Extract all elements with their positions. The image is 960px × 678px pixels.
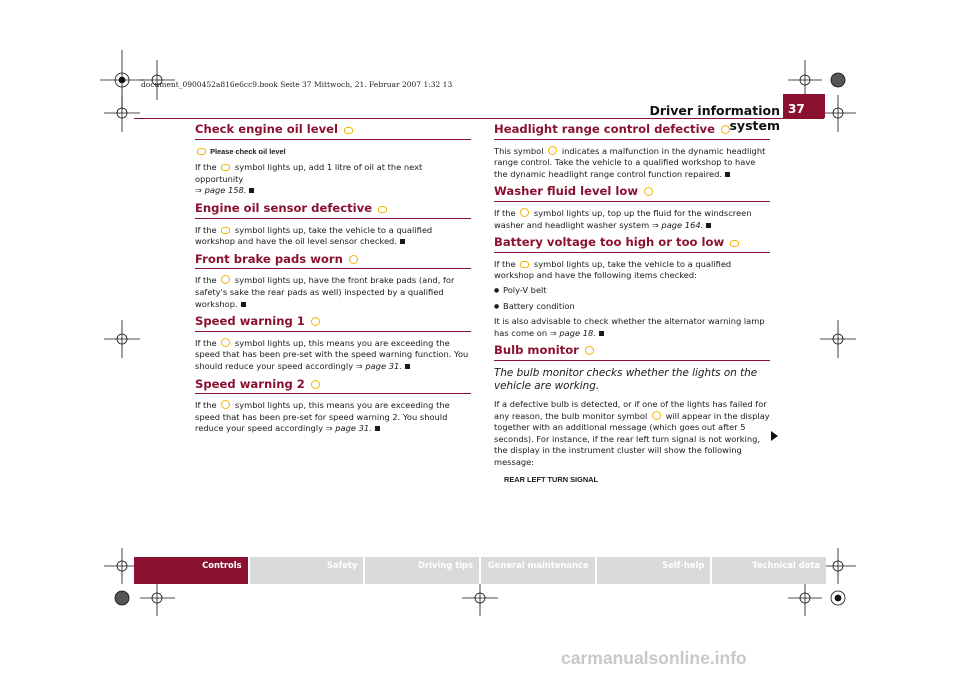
oil-sensor-icon [221,226,231,234]
check-list: Poly-V belt Battery condition [494,285,770,312]
watermark: carmanualsonline.info [561,648,747,668]
paragraph: It is also advisable to check whether th… [494,316,765,338]
bulb-icon [651,410,661,420]
section-heading-speed-warning-1: Speed warning 1 [195,315,471,332]
footer-tab-bar: Controls Safety Driving tips General mai… [134,557,827,584]
end-mark [240,301,246,307]
list-item: Poly-V belt [494,285,770,297]
display-message: REAR LEFT TURN SIGNAL [504,475,599,485]
end-mark [249,188,255,194]
paragraph: If the symbol lights up, take the vehicl… [494,258,732,281]
bulb-icon [584,346,594,356]
end-mark [598,330,604,336]
paragraph: If the symbol lights up, top up the flui… [494,207,752,230]
oil-can-icon [197,147,206,155]
section-heading-brake-pads: Front brake pads worn [195,253,471,270]
paragraph: If the symbol lights up, this means you … [195,400,450,434]
end-mark [404,363,410,369]
page-reference-link[interactable]: ⇒ page 31. [325,423,372,434]
section-heading-washer-fluid: Washer fluid level low [494,186,770,202]
washer-fluid-icon [520,207,530,217]
list-item: Battery condition [494,301,770,313]
header-rule [134,118,824,119]
washer-fluid-icon [644,187,654,197]
oil-can-icon [344,127,354,134]
battery-icon [520,260,530,268]
end-mark [374,426,380,432]
tab-safety[interactable]: Safety [249,557,366,584]
speed-warning-icon [310,317,320,327]
left-column: Check engine oil level Please check oil … [195,123,471,441]
section-heading-speed-warning-2: Speed warning 2 [195,378,471,395]
end-mark [399,239,405,245]
page-number: 37 [783,94,825,118]
oil-can-icon [221,164,231,172]
battery-icon [730,240,740,248]
paragraph: This symbol indicates a malfunction in t… [494,145,766,179]
paragraph: If the symbol lights up, add 1 litre of … [195,162,423,196]
right-column: Headlight range control defective This s… [494,123,770,486]
page-header-title: Driver information system [649,103,780,133]
page-reference-link[interactable]: ⇒ page 158. [195,185,247,196]
tab-driving-tips[interactable]: Driving tips [365,557,482,584]
speed-warning-icon [221,337,231,347]
oil-sensor-icon [378,205,388,213]
section-heading-headlight-range: Headlight range control defective [494,123,770,140]
page-reference-link[interactable]: ⇒ page 31. [355,360,402,371]
section-heading-battery-voltage: Battery voltage too high or too low [494,236,770,253]
paragraph: If the symbol lights up, this means you … [195,337,469,371]
headlight-icon [548,145,558,155]
paragraph: If the symbol lights up, take the vehicl… [195,224,433,247]
lead-text: The bulb monitor checks whether the ligh… [494,366,758,392]
tab-controls[interactable]: Controls [134,557,250,584]
continue-arrow-icon[interactable] [771,431,778,441]
brake-pad-icon [348,254,358,264]
paragraph: If a defective bulb is detected, or if o… [494,398,770,467]
end-mark [725,171,731,177]
page-reference-link[interactable]: ⇒ page 164. [651,219,704,230]
display-message: Please check oil level [195,146,471,158]
section-heading-oil-level: Check engine oil level [195,123,471,140]
brake-pad-icon [221,275,231,285]
section-heading-oil-sensor: Engine oil sensor defective [195,202,471,219]
end-mark [706,222,712,228]
section-heading-bulb-monitor: Bulb monitor [494,345,770,361]
headlight-icon [721,125,731,134]
file-info-line: document_0900452a816e6cc9.book Seite 37 … [141,80,453,89]
tab-technical-data[interactable]: Technical data [712,557,827,584]
tab-self-help[interactable]: Self-help [596,557,713,584]
page-reference-link[interactable]: ⇒ page 18. [549,327,596,338]
tab-general-maintenance[interactable]: General maintenance [481,557,597,584]
paragraph: If the symbol lights up, have the front … [195,275,455,309]
speed-warning-icon [221,400,231,410]
speed-warning-icon [310,379,320,389]
